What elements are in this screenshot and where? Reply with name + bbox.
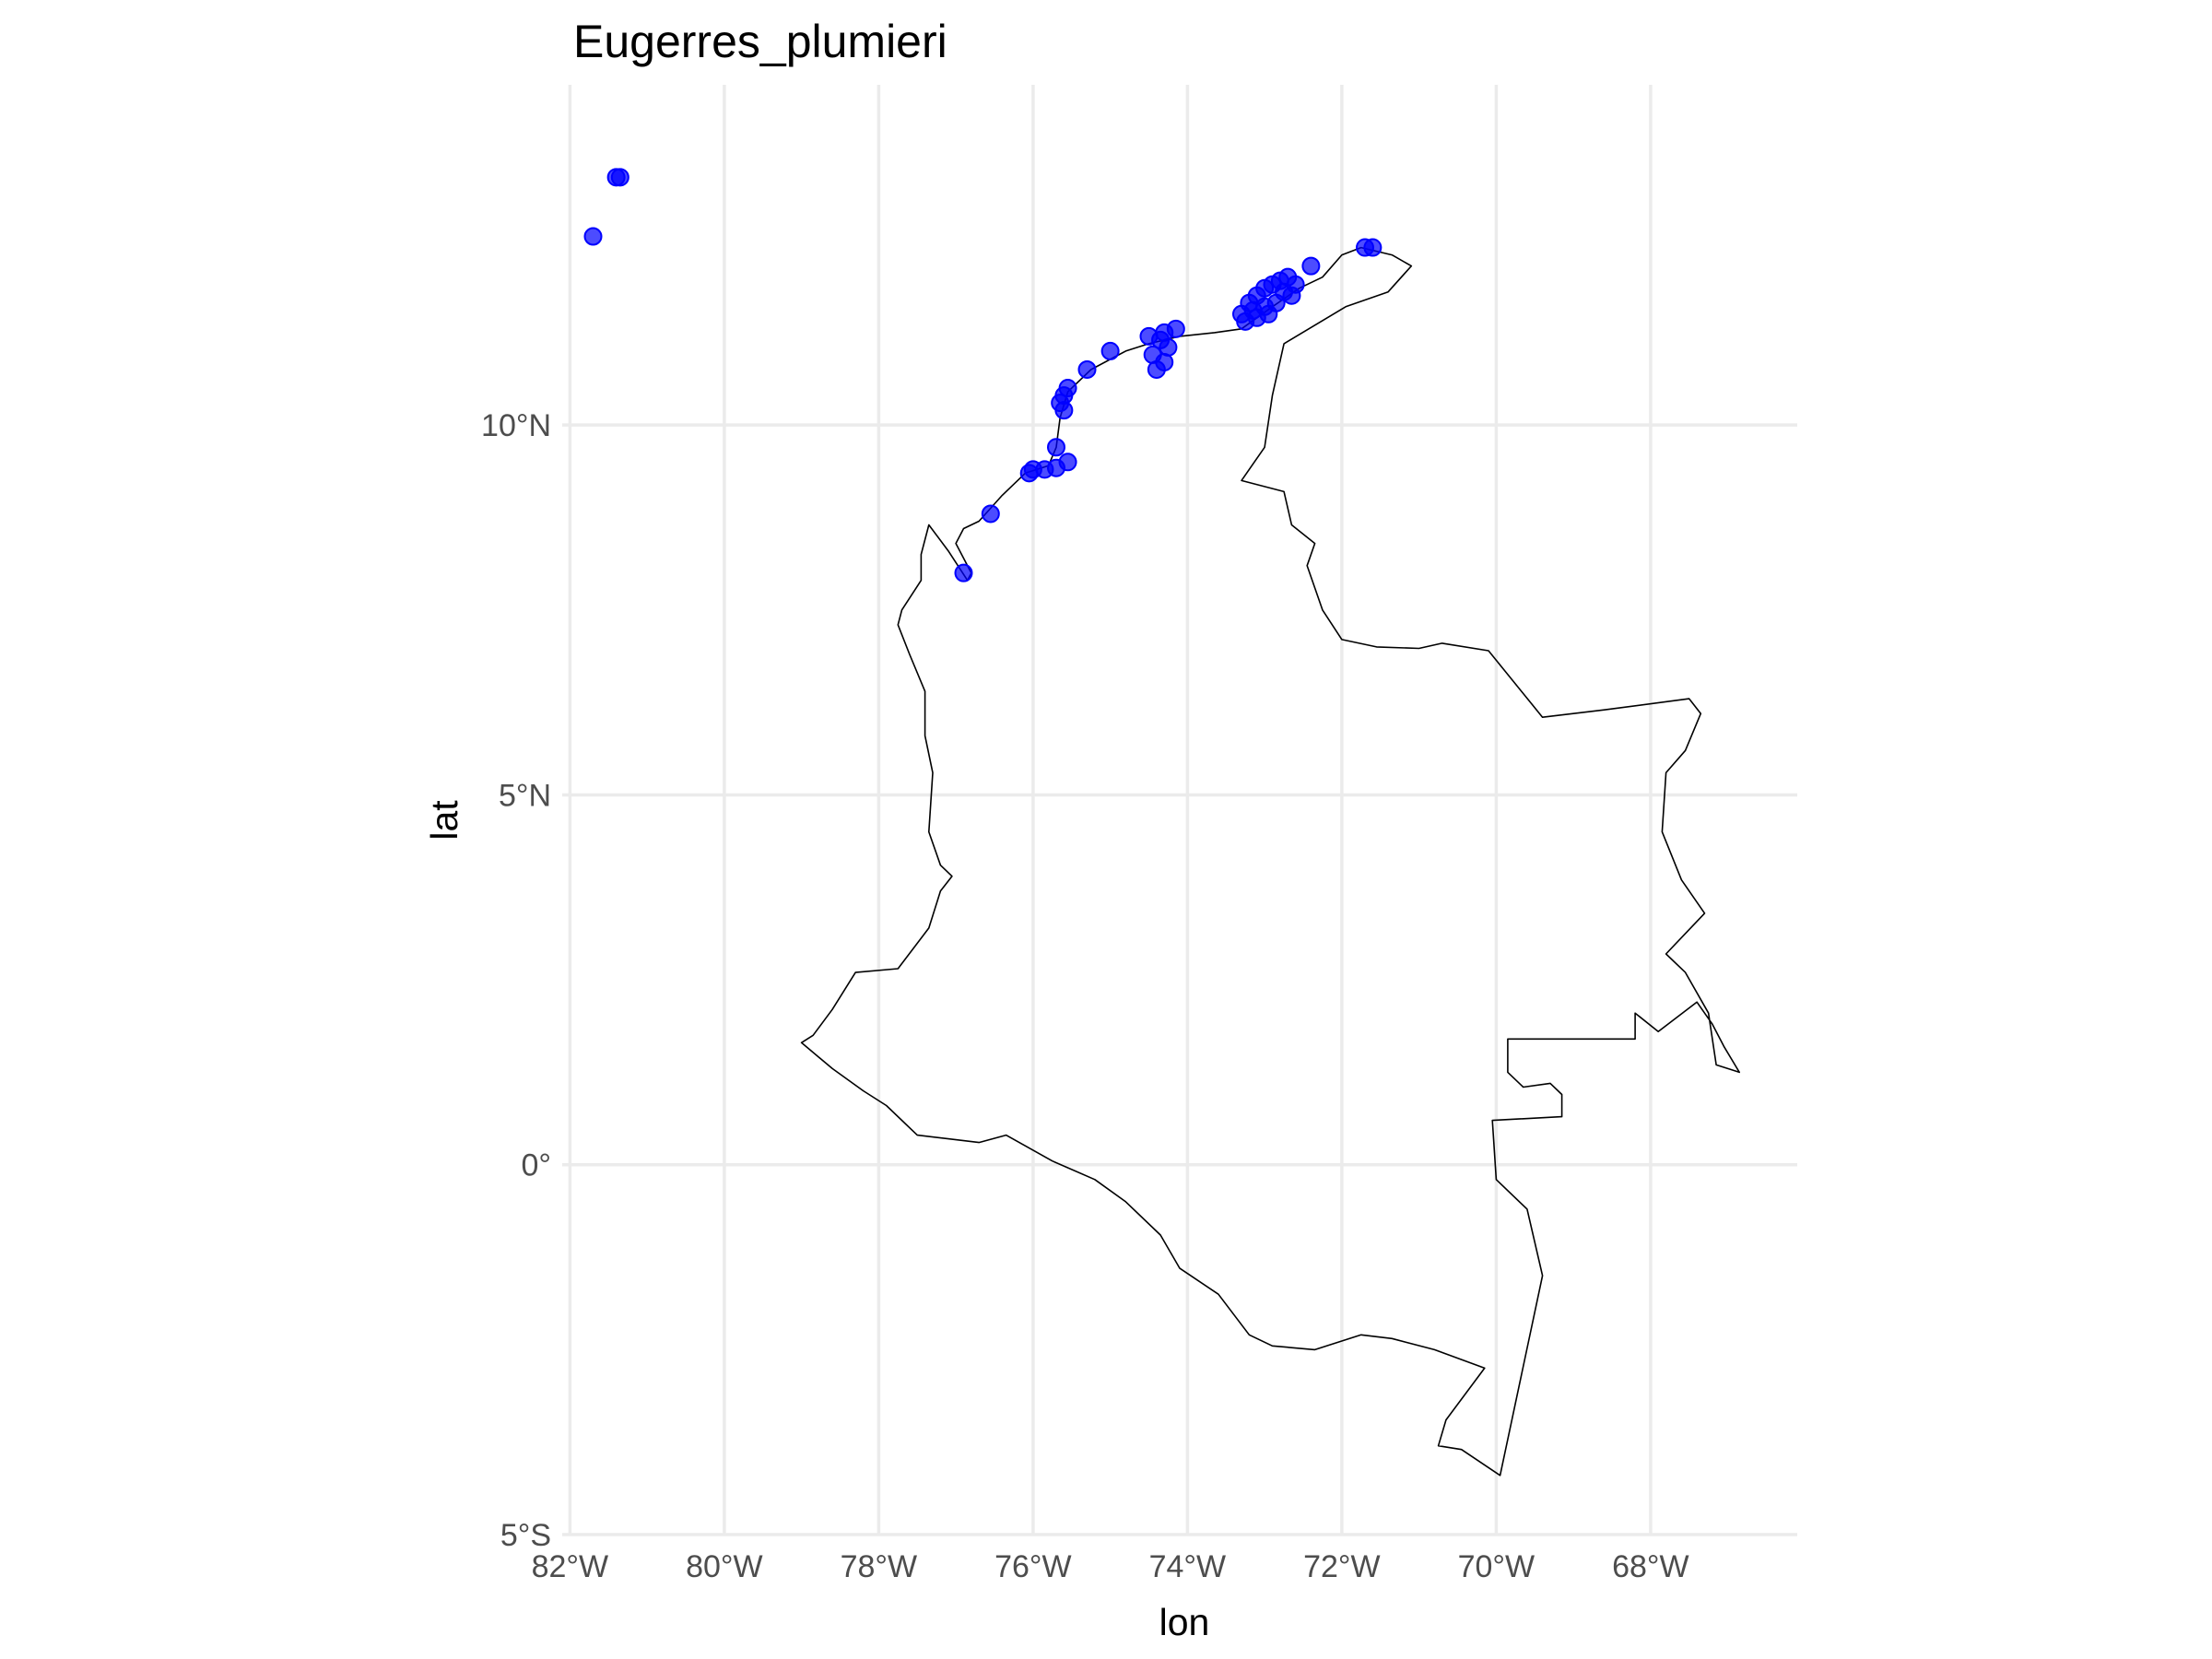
x-tick-label: 72°W (1303, 1549, 1381, 1584)
occurrence-point (1147, 359, 1166, 379)
x-axis-title: lon (1159, 1601, 1210, 1643)
country-outline (800, 246, 1740, 1477)
occurrence-point (1047, 438, 1065, 457)
occurrence-point (954, 563, 973, 582)
occurrence-point (1363, 238, 1382, 257)
y-tick-label: 5°N (499, 778, 551, 813)
x-tick-label: 70°W (1458, 1549, 1535, 1584)
occurrence-point (1100, 341, 1120, 360)
occurrence-point (981, 504, 1000, 524)
occurrence-point (1054, 401, 1074, 420)
x-tick-label: 74°W (1149, 1549, 1227, 1584)
x-tick-label: 82°W (532, 1549, 609, 1584)
occurrence-points (583, 168, 1382, 582)
occurrence-point (1077, 359, 1097, 379)
occurrence-point (583, 227, 603, 246)
occurrence-point (606, 168, 626, 187)
y-axis-title: lat (423, 800, 465, 841)
x-tick-labels: 82°W 80°W 78°W 76°W 74°W 72°W 70°W 68°W (532, 1549, 1689, 1584)
x-tick-label: 78°W (841, 1549, 918, 1584)
occurrence-point (1019, 464, 1039, 483)
y-tick-labels: 5°S 0° 5°N 10°N (481, 408, 551, 1553)
x-tick-label: 80°W (686, 1549, 763, 1584)
occurrence-point (1301, 256, 1321, 276)
x-tick-label: 76°W (994, 1549, 1072, 1584)
x-tick-label: 68°W (1612, 1549, 1689, 1584)
plot-title: Eugerres_plumieri (573, 16, 947, 67)
grid-lines (562, 85, 1797, 1536)
y-tick-label: 5°S (500, 1518, 551, 1553)
occurrence-point (1282, 286, 1301, 305)
y-tick-label: 10°N (481, 408, 551, 443)
occurrence-point (1243, 300, 1263, 320)
y-tick-label: 0° (521, 1148, 551, 1183)
occurrence-point (1259, 304, 1278, 324)
